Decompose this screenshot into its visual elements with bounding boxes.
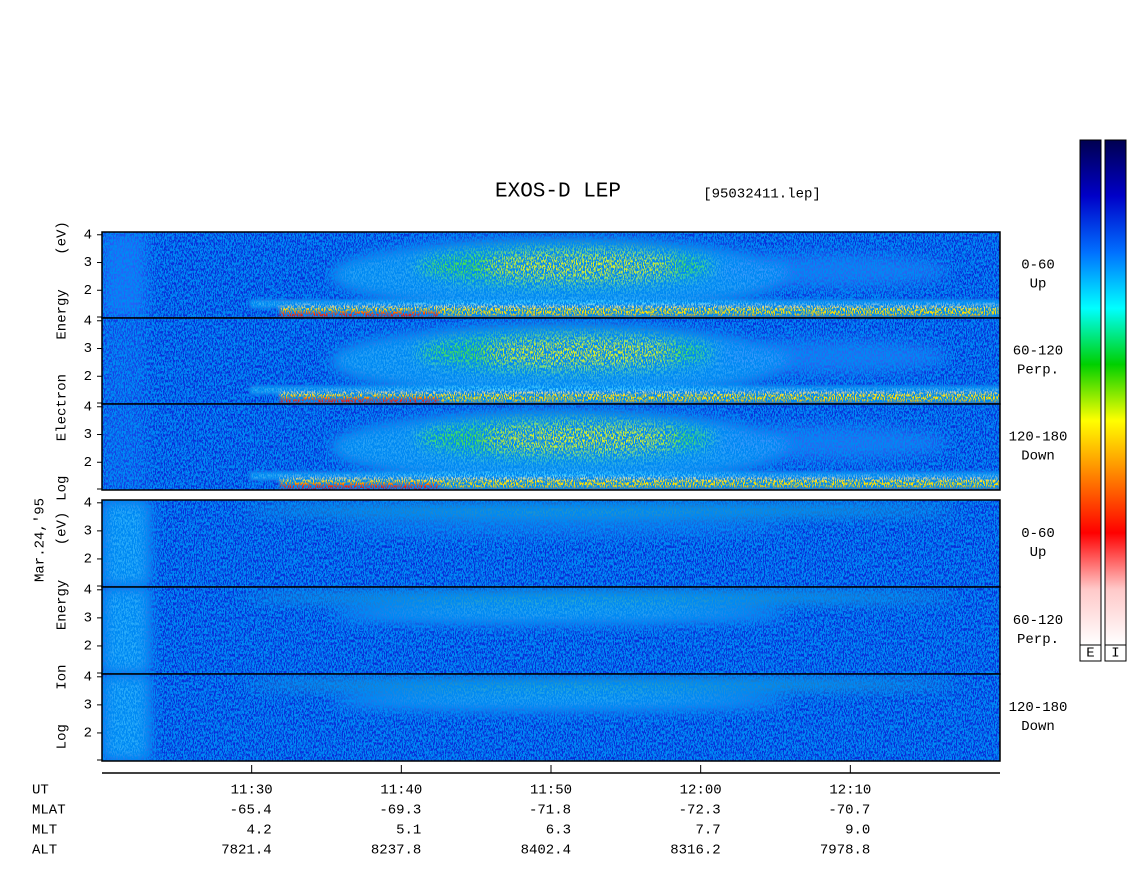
pitch-angle: 0-60 [1021, 258, 1055, 274]
ephemeris-value: 4.2 [246, 823, 271, 839]
y-tick-label: 3 [84, 427, 92, 443]
date-label: Mar.24,'95 [33, 498, 49, 582]
direction: Perp. [1017, 632, 1059, 648]
x-tick-label: 11:30 [231, 783, 273, 799]
colorbar-label: I [1111, 646, 1119, 662]
ephemeris-label: ALT [32, 843, 57, 859]
y-tick-label: 2 [84, 455, 92, 471]
panel-frame [101, 673, 1001, 762]
ephemeris-label: MLT [32, 823, 57, 839]
y-tick-label: 2 [84, 726, 92, 742]
spectrogram-panel [102, 318, 1000, 404]
ephemeris-value: 8402.4 [521, 843, 571, 859]
noise [102, 500, 1000, 587]
ephemeris-value: -72.3 [679, 803, 721, 819]
y-tick-label: 2 [84, 283, 92, 299]
colorbar-label-box [1079, 644, 1102, 662]
noise [102, 674, 1000, 761]
y-tick-label: 2 [84, 639, 92, 655]
spectrogram-panel [102, 674, 1000, 761]
y-tick-label: 3 [84, 611, 92, 627]
noise [102, 318, 1000, 404]
pitch-angle: 60-120 [1013, 613, 1063, 629]
ephemeris-value: 7.7 [695, 823, 720, 839]
pitch-angle: 120-180 [1009, 430, 1068, 446]
y-tick-label: 4 [84, 399, 92, 415]
ephemeris-value: -71.8 [529, 803, 571, 819]
ephemeris-value: 5.1 [396, 823, 421, 839]
y-tick-label: 4 [84, 496, 92, 512]
pitch-angle: 120-180 [1009, 700, 1068, 716]
y-tick-label: 2 [84, 552, 92, 568]
x-tick-label: 12:10 [829, 783, 871, 799]
ephemeris-value: 7821.4 [221, 843, 271, 859]
direction: Down [1021, 449, 1055, 465]
file-label: [95032411.lep] [703, 187, 821, 203]
colorbar [1079, 139, 1102, 646]
direction: Up [1030, 277, 1047, 293]
y-tick-label: 4 [84, 583, 92, 599]
spectrogram-panel [102, 587, 1000, 674]
noise [102, 404, 1000, 490]
pitch-angle: 60-120 [1013, 344, 1063, 360]
ephemeris-value: 8237.8 [371, 843, 421, 859]
ephemeris-value: 8316.2 [670, 843, 720, 859]
pitch-angle: 0-60 [1021, 526, 1055, 542]
panel-frame [101, 403, 1001, 491]
colorbar-label: E [1086, 646, 1094, 662]
x-tick-label: 11:40 [380, 783, 422, 799]
y-tick-label: 4 [84, 670, 92, 686]
chart-title: EXOS-D LEP [495, 181, 621, 204]
ephemeris-value: -65.4 [230, 803, 272, 819]
y-tick-label: 3 [84, 698, 92, 714]
ephemeris-value: 9.0 [845, 823, 870, 839]
direction: Down [1021, 719, 1055, 735]
y-tick-label: 3 [84, 524, 92, 540]
spectrogram-panel [102, 500, 1000, 587]
y-tick-label: 4 [84, 313, 92, 329]
y-axis-label: Log Ion Energy (eV) [55, 512, 71, 750]
ephemeris-label: MLAT [32, 803, 66, 819]
spectrogram-panel [102, 232, 1000, 318]
x-axis-label: UT [32, 783, 49, 799]
spectrogram-panel [102, 404, 1000, 490]
y-tick-label: 3 [84, 255, 92, 271]
y-tick-label: 2 [84, 369, 92, 385]
colorbar [1104, 139, 1127, 646]
y-tick-label: 3 [84, 341, 92, 357]
direction: Up [1030, 545, 1047, 561]
ephemeris-value: -69.3 [379, 803, 421, 819]
noise [102, 232, 1000, 318]
x-tick-label: 11:50 [530, 783, 572, 799]
colorbar-label-box [1104, 644, 1127, 662]
y-axis-label: Log Electron Energy (eV) [55, 221, 71, 501]
ephemeris-value: -70.7 [828, 803, 870, 819]
ephemeris-value: 6.3 [546, 823, 571, 839]
direction: Perp. [1017, 363, 1059, 379]
ephemeris-value: 7978.8 [820, 843, 870, 859]
noise [102, 587, 1000, 674]
x-tick-label: 12:00 [680, 783, 722, 799]
y-tick-label: 4 [84, 227, 92, 243]
